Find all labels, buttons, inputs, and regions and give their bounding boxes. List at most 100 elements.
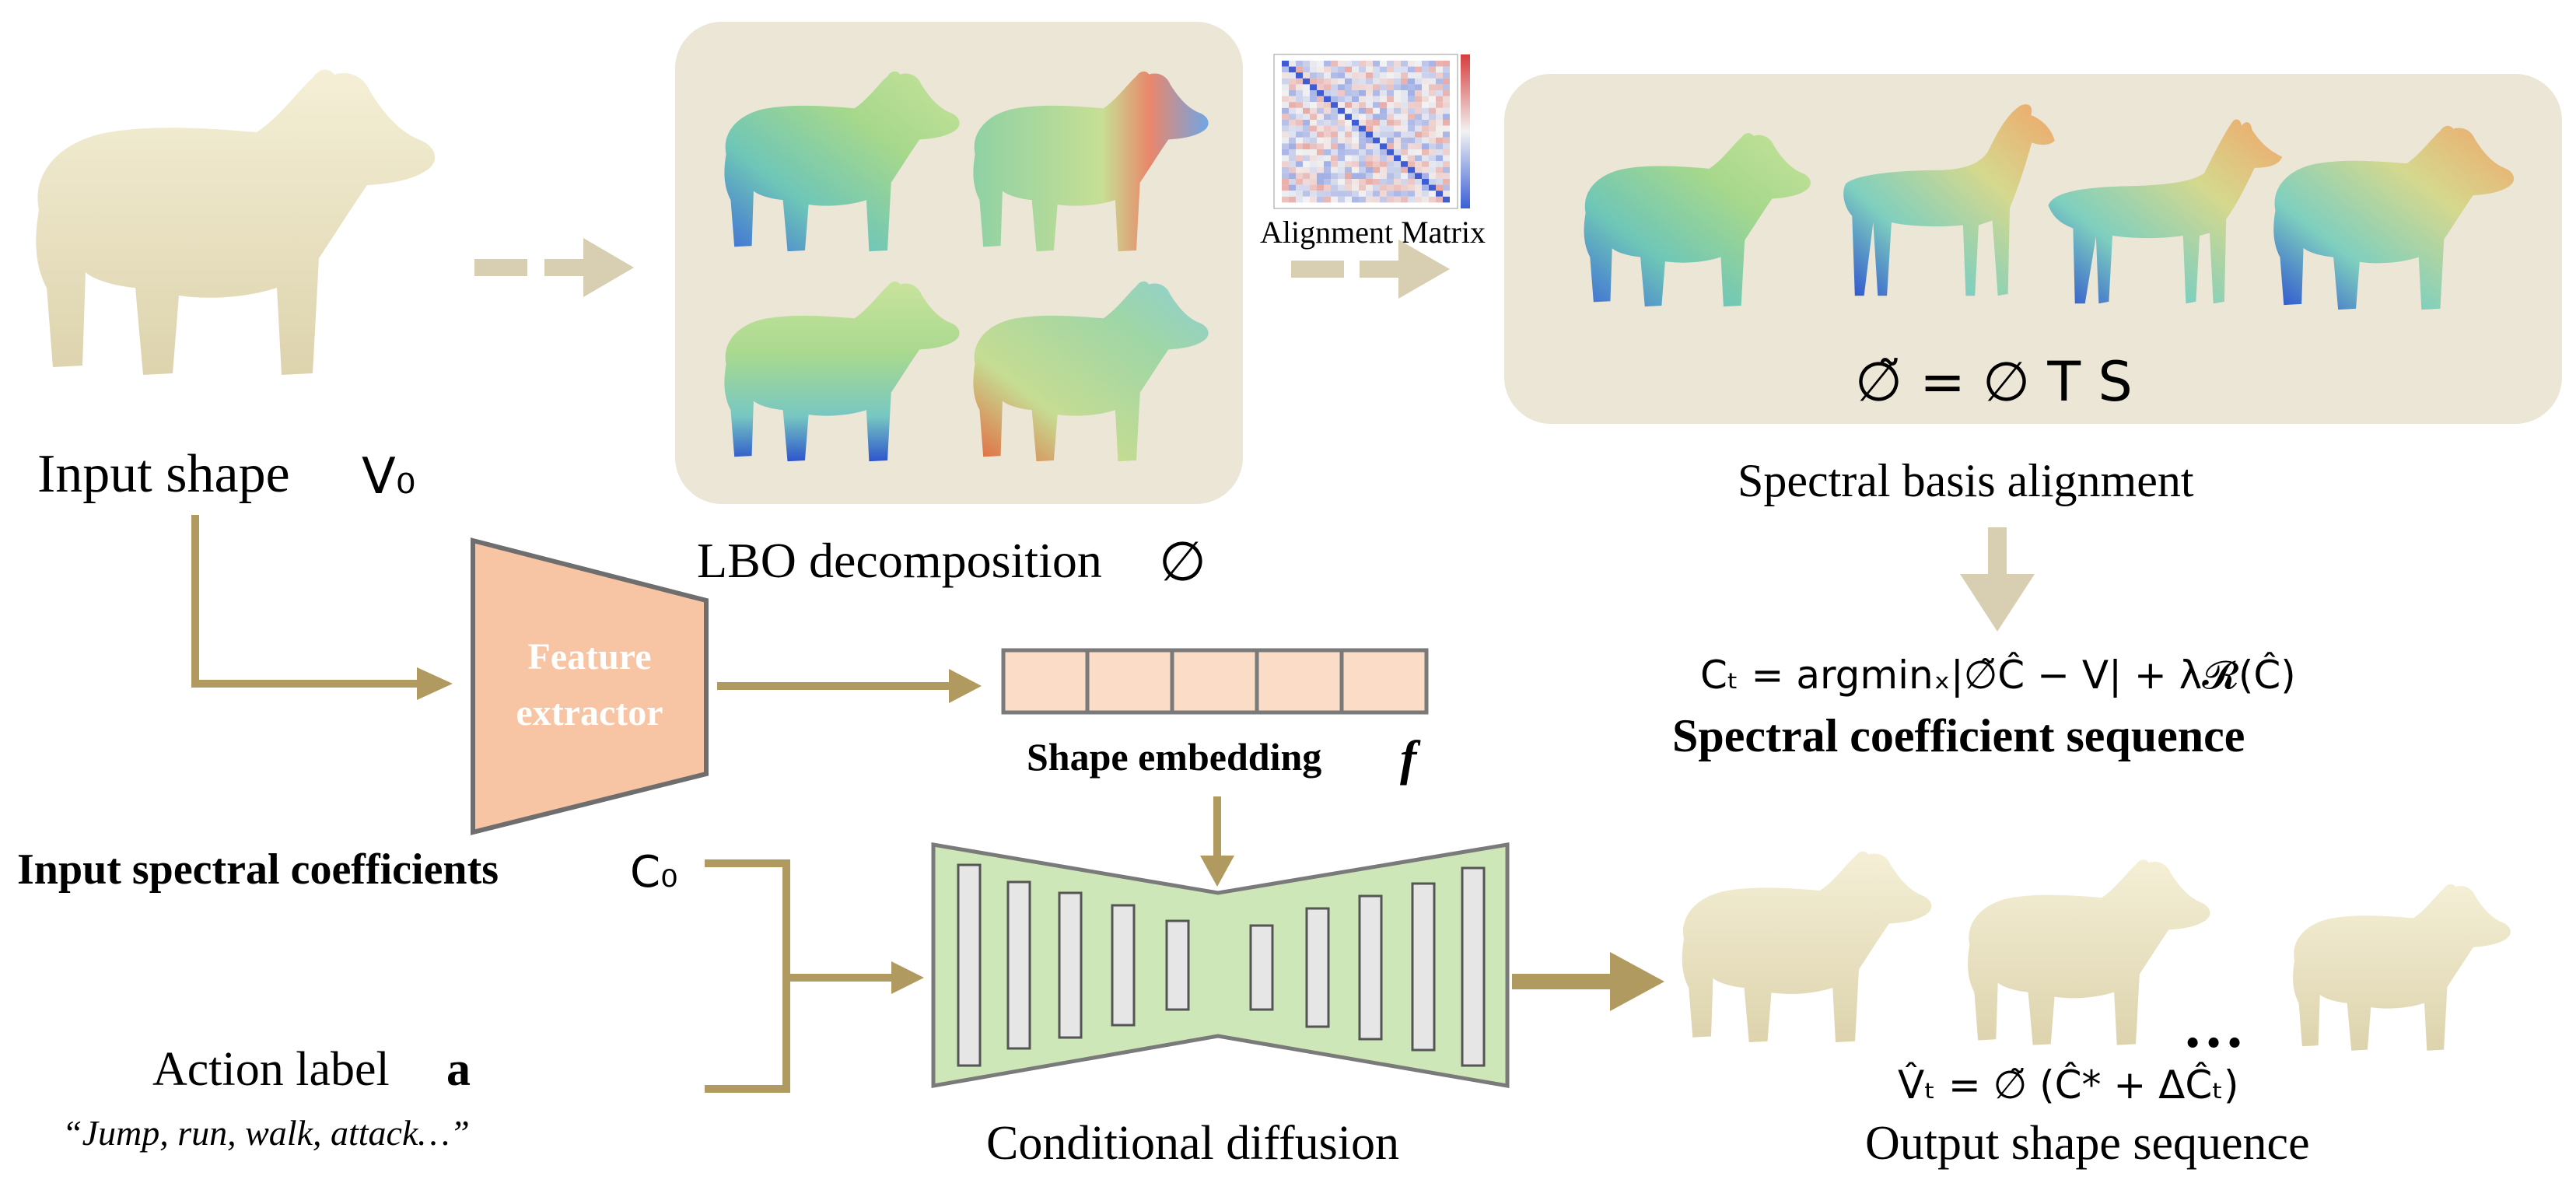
matrix-cell	[1380, 191, 1387, 197]
matrix-cell	[1366, 184, 1373, 191]
matrix-cell	[1429, 72, 1436, 79]
matrix-cell	[1429, 179, 1436, 185]
matrix-cell	[1401, 166, 1408, 173]
matrix-cell	[1380, 143, 1387, 149]
matrix-cell	[1366, 125, 1373, 132]
matrix-cell	[1380, 66, 1387, 73]
matrix-cell	[1324, 161, 1331, 167]
matrix-cell	[1429, 78, 1436, 85]
matrix-cell	[1373, 66, 1380, 73]
matrix-cell	[1289, 72, 1296, 79]
matrix-cell	[1317, 125, 1324, 132]
matrix-cell	[1352, 120, 1359, 126]
matrix-cell	[1408, 90, 1415, 96]
matrix-cell	[1324, 61, 1331, 67]
matrix-cell	[1338, 137, 1345, 144]
matrix-cell	[1310, 107, 1317, 114]
matrix-cell	[1310, 196, 1317, 203]
matrix-cell	[1443, 84, 1450, 90]
matrix-cell	[1422, 84, 1429, 90]
matrix-cell	[1303, 107, 1310, 114]
matrix-cell	[1366, 61, 1373, 67]
matrix-cell	[1310, 96, 1317, 103]
matrix-cell	[1401, 78, 1408, 85]
matrix-cell	[1366, 166, 1373, 173]
matrix-cell	[1443, 179, 1450, 185]
matrix-cell	[1352, 196, 1359, 203]
matrix-cell	[1415, 90, 1422, 96]
matrix-cell	[1373, 96, 1380, 103]
matrix-cell	[1359, 155, 1366, 162]
matrix-cell	[1282, 191, 1289, 197]
matrix-cell	[1324, 72, 1331, 79]
matrix-cell	[1436, 149, 1443, 156]
output-bear-icon-2	[1968, 859, 2210, 1045]
matrix-cell	[1408, 84, 1415, 90]
matrix-cell	[1443, 72, 1450, 79]
matrix-cell	[1310, 173, 1317, 179]
matrix-cell	[1394, 191, 1401, 197]
matrix-cell	[1303, 78, 1310, 85]
matrix-cell	[1429, 107, 1436, 114]
matrix-cell	[1289, 96, 1296, 103]
action-label: Action label	[152, 1043, 390, 1096]
matrix-cell	[1415, 114, 1422, 120]
matrix-cell	[1324, 179, 1331, 185]
matrix-cell	[1345, 84, 1352, 90]
matrix-cell	[1331, 107, 1338, 114]
matrix-cell	[1317, 90, 1324, 96]
matrix-cell	[1359, 179, 1366, 185]
matrix-cell	[1387, 114, 1394, 120]
matrix-cell	[1401, 72, 1408, 79]
matrix-cell	[1352, 78, 1359, 85]
matrix-cell	[1366, 120, 1373, 126]
matrix-cell	[1359, 196, 1366, 203]
matrix-cell	[1303, 125, 1310, 132]
matrix-cell	[1436, 155, 1443, 162]
matrix-cell	[1429, 66, 1436, 73]
matrix-cell	[1338, 66, 1345, 73]
matrix-cell	[1443, 173, 1450, 179]
matrix-cell	[1373, 196, 1380, 203]
matrix-cell	[1324, 96, 1331, 103]
matrix-cell	[1282, 143, 1289, 149]
matrix-cell	[1359, 96, 1366, 103]
matrix-cell	[1345, 96, 1352, 103]
action-label-math: a	[446, 1043, 471, 1096]
matrix-cell	[1429, 61, 1436, 67]
matrix-cell	[1408, 166, 1415, 173]
matrix-cell	[1303, 137, 1310, 144]
matrix-cell	[1436, 143, 1443, 149]
matrix-cell	[1282, 125, 1289, 132]
matrix-cell	[1359, 161, 1366, 167]
matrix-cell	[1380, 161, 1387, 167]
matrix-cell	[1338, 191, 1345, 197]
matrix-cell	[1429, 161, 1436, 167]
matrix-cell	[1352, 149, 1359, 156]
matrix-cell	[1366, 107, 1373, 114]
matrix-cell	[1310, 61, 1317, 67]
matrix-cell	[1429, 166, 1436, 173]
matrix-cell	[1324, 84, 1331, 90]
matrix-cell	[1415, 143, 1422, 149]
matrix-cell	[1394, 72, 1401, 79]
matrix-cell	[1408, 196, 1415, 203]
matrix-cell	[1359, 78, 1366, 85]
matrix-cell	[1338, 114, 1345, 120]
arrow-down-to-coefficients	[1960, 527, 2035, 632]
matrix-cell	[1359, 191, 1366, 197]
matrix-cell	[1394, 84, 1401, 90]
matrix-cell	[1380, 114, 1387, 120]
matrix-cell	[1408, 137, 1415, 144]
alignment-matrix-heatmap	[1273, 54, 1470, 209]
matrix-cell	[1415, 84, 1422, 90]
matrix-cell	[1352, 137, 1359, 144]
matrix-cell	[1387, 155, 1394, 162]
matrix-cell	[1352, 114, 1359, 120]
matrix-cell	[1289, 120, 1296, 126]
matrix-cell	[1296, 179, 1303, 185]
matrix-cell	[1436, 66, 1443, 73]
matrix-cell	[1345, 78, 1352, 85]
matrix-cell	[1331, 184, 1338, 191]
